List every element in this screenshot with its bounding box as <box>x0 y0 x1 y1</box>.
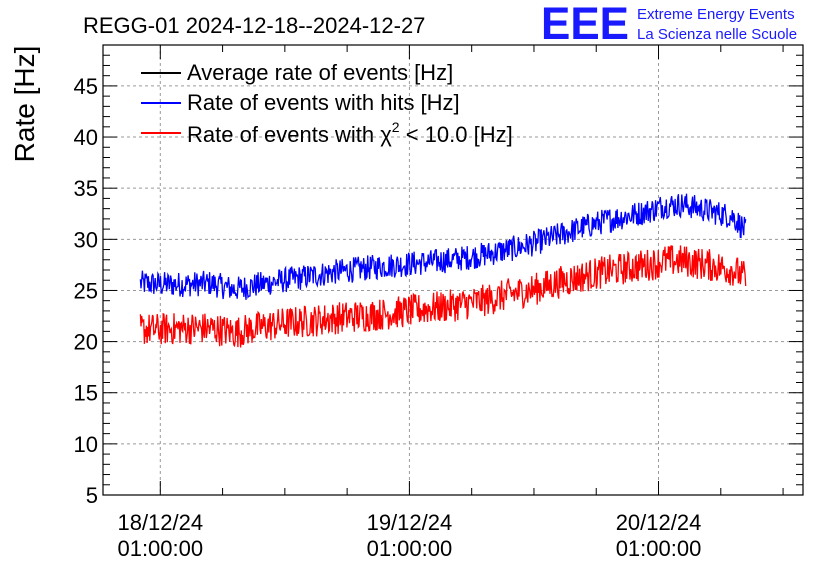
y-tick-label: 30 <box>74 227 98 252</box>
x-tick-label-time: 01:00:00 <box>367 536 453 561</box>
x-tick-label-date: 19/12/24 <box>367 510 453 535</box>
y-axis-label: Rate [Hz] <box>9 46 40 163</box>
series-line-chi2 <box>139 245 747 348</box>
y-tick-label: 10 <box>74 432 98 457</box>
series-line-hits <box>139 193 747 300</box>
legend-chi2-sup: 2 <box>392 119 400 135</box>
axes <box>102 44 804 496</box>
y-tick-label: 25 <box>74 278 98 303</box>
x-tick-label-time: 01:00:00 <box>117 536 203 561</box>
eee-logo: EEE Extreme Energy Events La Scienza nel… <box>541 0 797 49</box>
y-tick-label: 15 <box>74 381 98 406</box>
eee-logo-mark: EEE <box>541 0 629 49</box>
y-tick-label: 5 <box>86 483 98 508</box>
chart-title: REGG-01 2024-12-18--2024-12-27 <box>83 13 425 38</box>
legend-chi2-symbol: χ <box>380 122 392 147</box>
x-tick-label-date: 18/12/24 <box>117 510 203 535</box>
eee-logo-line1: Extreme Energy Events <box>637 6 795 23</box>
y-tick-label: 35 <box>74 176 98 201</box>
legend: Average rate of events [Hz] Rate of even… <box>141 60 513 147</box>
legend-label-average: Average rate of events [Hz] <box>187 60 453 85</box>
legend-label-hits: Rate of events with hits [Hz] <box>187 90 460 115</box>
legend-chi2-suffix: < 10.0 [Hz] <box>400 122 513 147</box>
x-tick-label-time: 01:00:00 <box>616 536 702 561</box>
y-tick-label: 45 <box>74 74 98 99</box>
legend-label-chi2: Rate of events with χ2 < 10.0 [Hz] <box>187 119 513 147</box>
x-tick-label-date: 20/12/24 <box>616 510 702 535</box>
y-tick-labels: 5 10 15 20 25 30 35 40 45 <box>74 74 98 508</box>
eee-logo-line2: La Scienza nelle Scuole <box>637 26 797 43</box>
y-tick-label: 20 <box>74 330 98 355</box>
legend-chi2-prefix: Rate of events with <box>187 122 380 147</box>
series-layer <box>139 193 747 348</box>
y-tick-label: 40 <box>74 125 98 150</box>
x-tick-labels: 18/12/2401:00:0019/12/2401:00:0020/12/24… <box>117 510 701 561</box>
